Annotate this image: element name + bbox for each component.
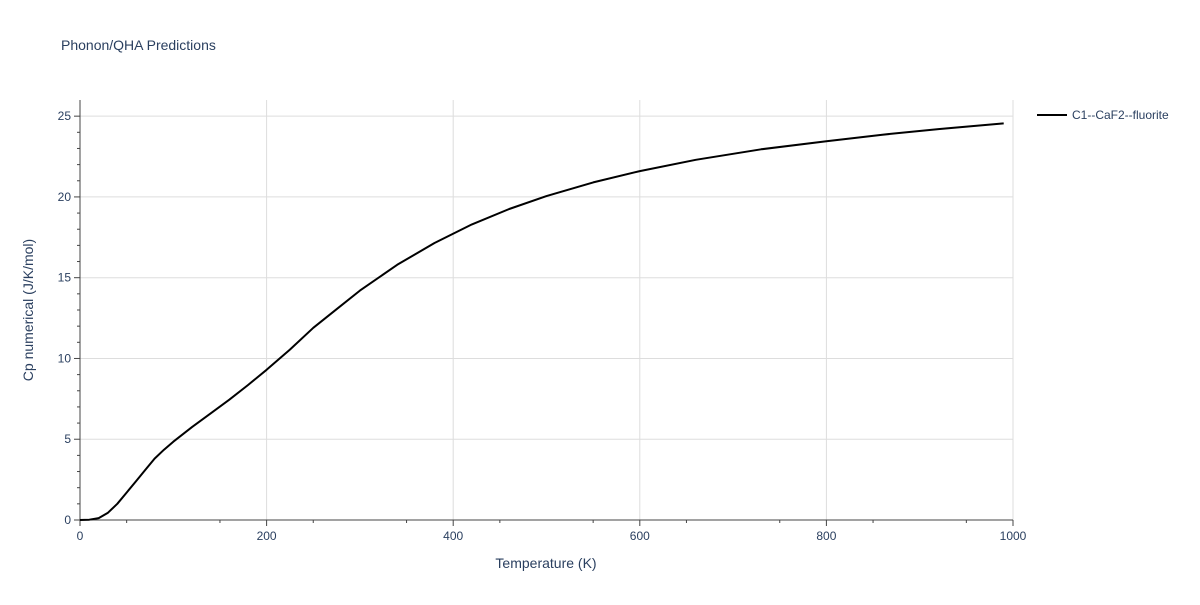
legend-label: C1--CaF2--fluorite bbox=[1072, 108, 1169, 122]
legend: C1--CaF2--fluorite bbox=[1037, 108, 1169, 122]
y-tick-label: 10 bbox=[58, 351, 72, 365]
series-lines bbox=[79, 122, 1004, 521]
x-tick-label: 200 bbox=[257, 529, 277, 543]
ticks: 0 200 400 600 800 1000 0 5 10 15 20 25 bbox=[58, 109, 1027, 543]
y-tick-label: 25 bbox=[58, 109, 72, 123]
y-tick-label: 15 bbox=[58, 271, 72, 285]
y-tick-label: 20 bbox=[58, 190, 72, 204]
series-line bbox=[79, 122, 1004, 521]
x-axis-label: Temperature (K) bbox=[495, 555, 596, 571]
y-tick-label: 5 bbox=[64, 432, 71, 446]
x-tick-label: 400 bbox=[443, 529, 463, 543]
x-tick-label: 1000 bbox=[1000, 529, 1027, 543]
x-tick-label: 800 bbox=[816, 529, 836, 543]
x-tick-label: 0 bbox=[77, 529, 84, 543]
y-axis-label: Cp numerical (J/K/mol) bbox=[20, 239, 36, 381]
x-tick-label: 600 bbox=[630, 529, 650, 543]
grid-lines bbox=[80, 100, 1014, 520]
axes bbox=[79, 100, 1013, 521]
y-tick-label: 0 bbox=[64, 513, 71, 527]
chart-title: Phonon/QHA Predictions bbox=[61, 37, 216, 53]
